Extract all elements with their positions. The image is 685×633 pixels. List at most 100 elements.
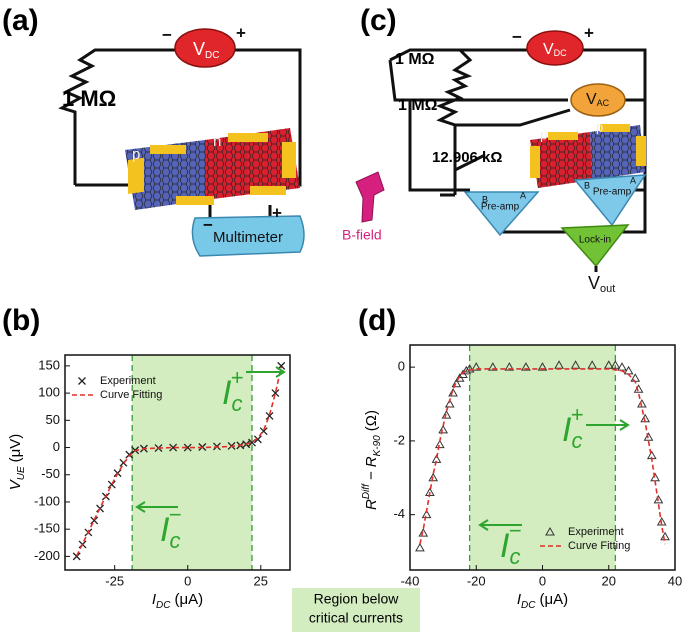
marker-triangle [545,526,555,536]
circuit-c-shape [548,132,578,140]
circuit-a-shape [125,140,205,210]
source-label-shape: V [543,41,554,58]
y-tick-label: 150 [38,357,60,372]
y-tick-label: -4 [393,506,405,521]
region-label: critical currents [309,610,403,626]
circuit-c-shape [573,174,647,227]
circuit-a-shape [128,157,144,195]
x-tick-label: -20 [467,573,486,588]
annotation: Ic− [160,502,181,553]
fit-line [75,366,283,557]
panel-label: (b) [2,304,40,337]
annotation-part: I [222,374,232,412]
annotation-part: c [169,528,180,553]
resistor-label: 1 MΩ [62,86,116,111]
source-label: VDC [193,39,219,61]
resistor-label: 1 MΩ [398,97,438,114]
meter-label: Multimeter [213,229,283,246]
y-axis-label: VUE (μV) [7,434,27,491]
source-label-shape: AC [597,98,610,108]
marker-triangle [418,528,429,537]
circuit-a-shape [250,186,286,195]
n-label: n [213,133,221,150]
x-tick-label: 20 [602,573,616,588]
b-field-label: B-field [342,227,382,243]
x-axis-label: IDC (μA) [517,591,568,611]
preamp-pin: A [520,190,526,200]
x-tick-label: 25 [254,573,268,588]
circuit-c-shape [560,224,630,268]
label-part: R [363,499,380,510]
marker-triangle [421,509,432,519]
fit-line [419,368,666,545]
annotation-part: c [231,391,242,416]
marker-triangle [461,365,472,375]
annotation-part: − [168,502,181,527]
circuit-c-shape [570,83,626,117]
p-label: p [132,146,140,163]
annotation-part: c [571,428,582,453]
annotation-part: I [500,527,510,565]
panel-label: (a) [2,4,39,37]
b-field: B-field [342,171,385,243]
x-tick-label: 40 [668,573,682,588]
marker-triangle [471,362,482,371]
circuit-a-shape [191,215,305,257]
annotation-arrow [478,519,522,531]
panel-label: (d) [358,304,396,337]
polarity: + [236,23,246,42]
preamp-pin: B [482,194,488,204]
annotation-part: I [562,411,572,449]
critical-region [132,355,253,570]
marker-triangle [617,362,627,371]
label-part: − R [363,456,380,480]
marker-triangle [448,387,458,397]
circuit-a-shape [174,28,236,68]
marker-x [265,412,274,420]
circuit-c-shape [600,124,630,132]
polarity: − [203,215,213,234]
output-label: Vout [588,273,615,295]
marker-x [169,443,178,452]
marker-x [107,480,116,489]
annotation-arrow [135,501,178,513]
label-part: K-90 [372,435,383,457]
preamp-label: Pre-amp [593,187,632,198]
label-part: I [152,591,156,608]
polarity: + [272,203,282,222]
resistor-label: 12.906 kΩ [432,149,502,166]
p-label: p [540,127,547,142]
marker-triangle [637,399,647,408]
source-label-shape: V [193,39,205,59]
circuit-c: VDC − + VAC 1 MΩ 1 MΩ 12.906 kΩ p p Pre-… [388,23,647,295]
p-label: p [596,119,603,134]
circuit-c-shape [526,30,584,66]
circuit-c-shape [463,191,540,237]
y-tick-label: 50 [46,412,60,427]
source-label-shape: DC [554,48,567,58]
x-tick-label: 0 [539,573,546,588]
label-part: (Ω) [363,410,380,431]
annotation: Ic+ [562,402,583,453]
circuit-a-shape [205,128,300,200]
polarity: + [584,23,594,42]
panel-label: (c) [360,4,397,37]
circuit-a-shape [150,145,186,154]
circuit-c-shape [636,136,646,166]
marker-triangle [630,373,641,382]
marker-triangle [537,362,548,371]
marker-triangle [451,378,462,388]
marker-triangle [444,399,455,408]
annotation-part: + [570,402,583,427]
marker-x [253,435,262,444]
label-part: UE [16,466,27,480]
b-field-shape [355,171,385,223]
marker-triangle [464,363,475,373]
marker-triangle [487,362,498,371]
marker-triangle [643,432,654,441]
x-tick-label: -25 [105,573,124,588]
circuit-c-shape [388,48,568,192]
y-tick-label: -200 [34,548,60,563]
preamp-pin: B [584,180,590,190]
